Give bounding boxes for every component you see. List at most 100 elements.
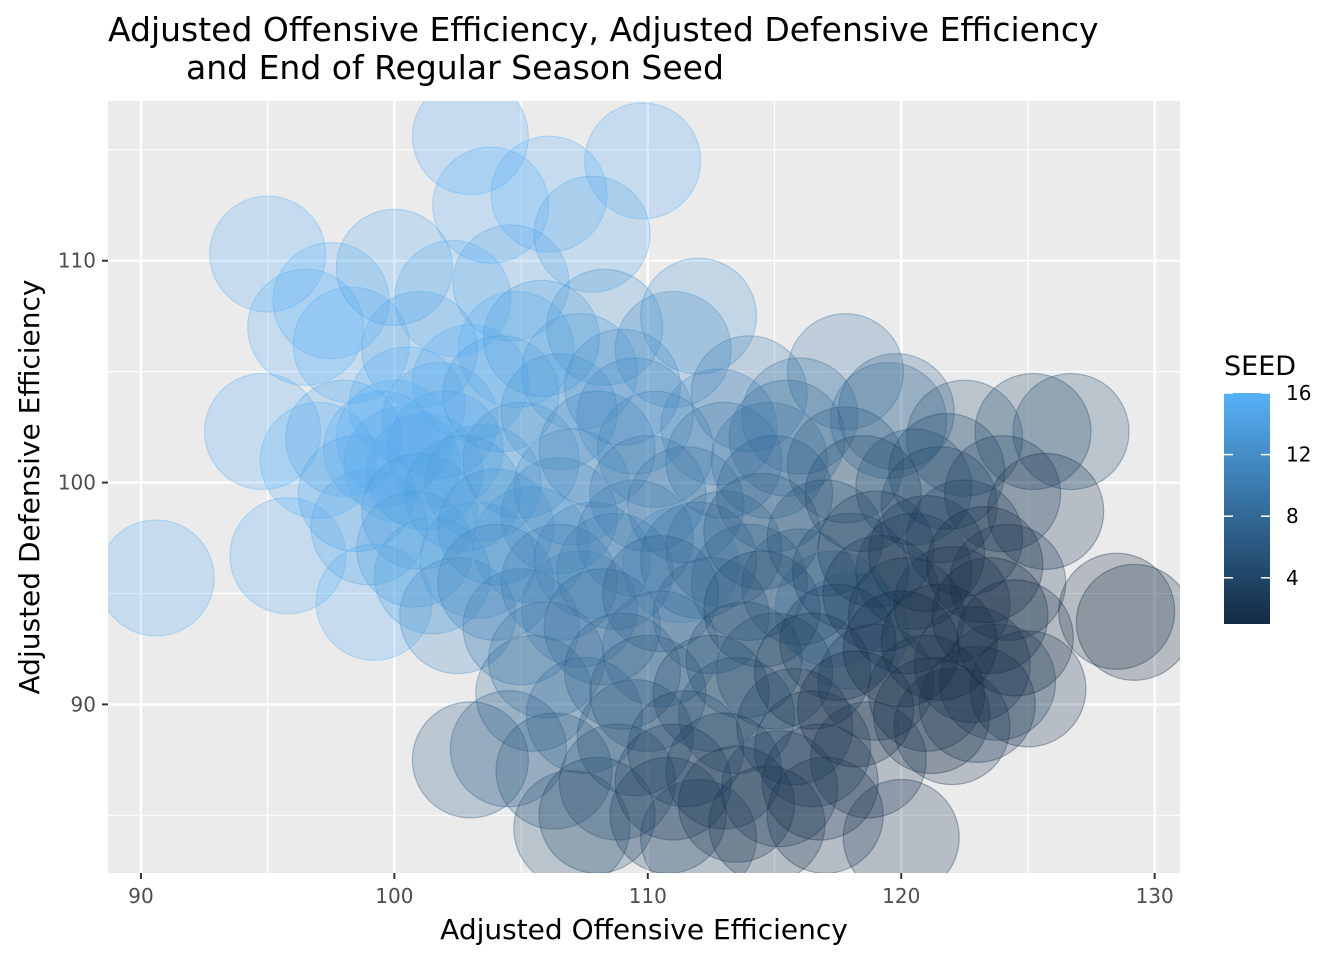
data-point	[639, 778, 758, 873]
data-point	[969, 630, 1087, 748]
data-point	[753, 612, 872, 730]
plot-panel	[108, 101, 1180, 873]
data-point	[563, 328, 682, 446]
data-point	[867, 634, 986, 752]
data-point	[449, 690, 568, 808]
data-point	[601, 590, 720, 708]
legend-label: 12	[1286, 443, 1311, 467]
data-point	[987, 452, 1105, 571]
data-point	[576, 357, 694, 475]
legend-label: 8	[1286, 504, 1299, 528]
data-point	[944, 435, 1062, 553]
data-point	[926, 506, 1044, 624]
y-tick-label: 100	[58, 471, 96, 495]
data-point	[482, 279, 600, 397]
data-point	[766, 479, 884, 597]
data-point	[809, 701, 927, 819]
data-point	[399, 557, 517, 675]
data-point	[538, 756, 656, 873]
y-tick-label: 90	[71, 692, 96, 716]
data-point	[736, 667, 854, 786]
x-tick-label: 110	[629, 884, 667, 908]
data-point	[584, 102, 702, 220]
data-point	[462, 568, 580, 686]
data-point	[614, 723, 732, 841]
data-point	[404, 435, 522, 553]
data-point	[741, 528, 859, 646]
data-point	[462, 401, 580, 519]
data-point	[356, 490, 474, 608]
x-tick-label: 120	[882, 884, 920, 908]
data-point	[525, 656, 644, 775]
data-point	[411, 101, 529, 196]
data-point	[974, 372, 1092, 491]
data-point	[685, 601, 803, 719]
data-point	[949, 523, 1067, 641]
legend-label: 4	[1286, 566, 1299, 590]
x-axis-title: Adjusted Offensive Efficiency	[440, 913, 848, 946]
data-point	[905, 479, 1024, 597]
data-point	[837, 352, 955, 471]
data-point	[500, 523, 618, 641]
data-point	[366, 412, 484, 531]
data-point	[589, 634, 707, 752]
data-point	[880, 446, 998, 564]
data-point	[432, 146, 550, 264]
data-point	[315, 543, 433, 661]
data-point	[822, 534, 940, 653]
data-point	[956, 579, 1074, 697]
data-point	[343, 406, 461, 524]
data-point	[1075, 563, 1180, 681]
data-point	[513, 428, 631, 546]
data-point	[893, 545, 1011, 664]
data-point	[203, 372, 322, 491]
data-point	[791, 512, 910, 630]
legend: SEED 4 8 12 16	[1224, 351, 1311, 624]
data-point	[348, 346, 466, 464]
data-point	[880, 583, 998, 701]
minor-gridlines	[108, 101, 1180, 873]
data-point	[558, 723, 676, 841]
data-point	[761, 723, 879, 841]
data-point	[576, 479, 694, 597]
data-point	[472, 486, 590, 604]
legend-colorbar	[1224, 393, 1270, 624]
legend-title: SEED	[1224, 351, 1296, 382]
y-tick-label: 110	[58, 249, 96, 273]
data-point	[386, 390, 504, 508]
data-point	[710, 401, 829, 519]
data-point	[888, 412, 1006, 531]
data-point	[259, 401, 377, 519]
data-point	[786, 406, 905, 524]
data-point	[272, 242, 390, 360]
data-point	[475, 634, 593, 752]
data-point	[715, 612, 834, 730]
data-point	[411, 324, 530, 442]
data-point	[715, 435, 834, 553]
data-point	[495, 712, 613, 830]
data-point	[229, 497, 347, 615]
data-point	[677, 656, 796, 775]
data-point	[487, 601, 606, 719]
data-point	[728, 379, 846, 497]
data-point	[323, 390, 441, 508]
data-point	[867, 494, 986, 613]
data-point	[703, 550, 821, 668]
data-point	[361, 290, 479, 409]
data-point	[873, 656, 991, 775]
data-point	[533, 175, 651, 293]
data-point	[842, 778, 960, 873]
data-point	[381, 361, 499, 480]
data-point	[513, 770, 631, 873]
data-point	[905, 379, 1024, 497]
data-point	[424, 423, 542, 542]
data-point	[855, 512, 973, 630]
data-point	[563, 612, 682, 730]
data-point	[297, 435, 415, 553]
data-point	[394, 239, 512, 358]
data-point	[855, 428, 973, 546]
data-point	[108, 519, 215, 637]
legend-ticks: 4 8 12 16	[1224, 381, 1311, 590]
data-point	[457, 290, 575, 409]
data-point	[786, 313, 905, 431]
